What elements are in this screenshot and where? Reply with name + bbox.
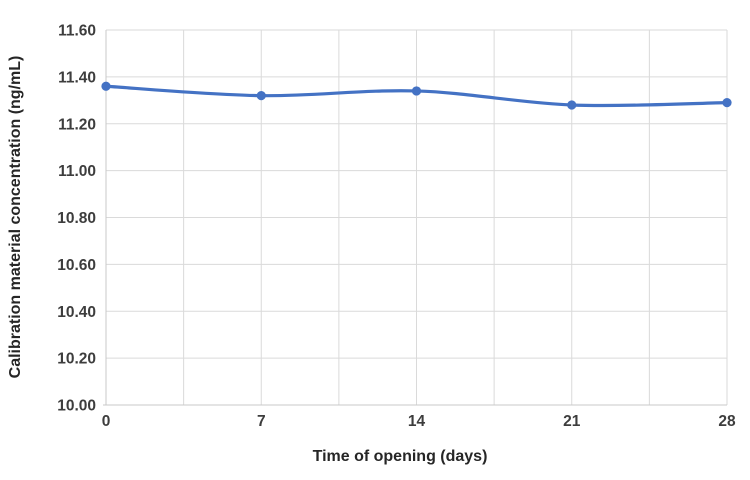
y-tick-label: 11.20 bbox=[58, 116, 96, 133]
x-tick-label: 21 bbox=[563, 413, 581, 430]
y-tick-label: 10.40 bbox=[57, 304, 96, 321]
data-point-marker bbox=[256, 91, 266, 101]
y-tick-label: 11.60 bbox=[58, 23, 96, 40]
data-point-marker bbox=[101, 81, 111, 91]
x-tick-label: 0 bbox=[102, 413, 111, 430]
y-tick-label: 11.00 bbox=[58, 163, 96, 180]
x-tick-label: 7 bbox=[257, 413, 266, 430]
y-tick-label: 11.40 bbox=[58, 69, 96, 86]
data-point-marker bbox=[567, 100, 577, 110]
data-point-marker bbox=[411, 86, 422, 96]
x-tick-label: 14 bbox=[408, 413, 426, 430]
y-tick-label: 10.60 bbox=[57, 257, 96, 274]
x-tick-label: 28 bbox=[718, 413, 736, 430]
y-axis-title: Calibration material concentration (ng/m… bbox=[7, 55, 24, 379]
y-tick-label: 10.00 bbox=[57, 398, 96, 415]
x-axis-title: Time of opening (days) bbox=[312, 448, 488, 465]
y-tick-label: 10.80 bbox=[57, 210, 96, 227]
y-tick-label: 10.20 bbox=[57, 351, 96, 368]
data-point-marker bbox=[722, 98, 732, 108]
